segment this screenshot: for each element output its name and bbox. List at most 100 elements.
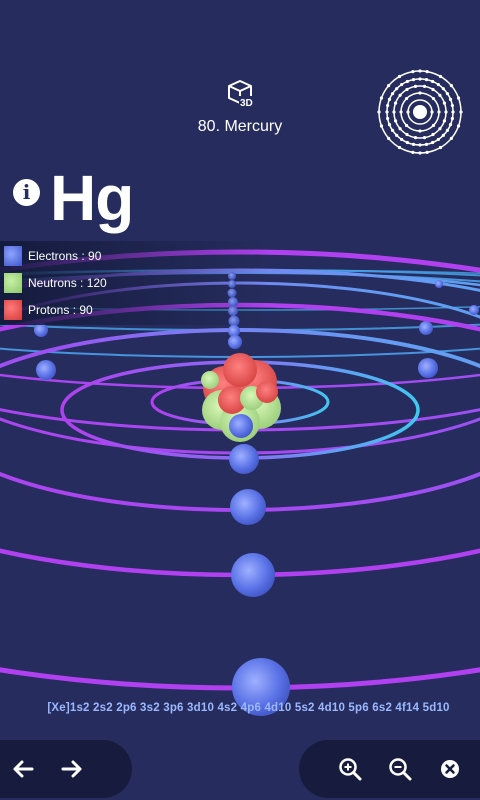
bohr-electron <box>398 93 402 97</box>
bohr-electron <box>404 123 409 128</box>
electron <box>230 489 266 525</box>
zoom-bar <box>299 740 480 798</box>
bohr-electron <box>449 136 454 140</box>
neutron <box>201 371 219 389</box>
bohr-electron <box>386 116 390 121</box>
bohr-electron <box>411 142 416 146</box>
bohr-electron <box>448 97 453 101</box>
particle-legend: Electrons : 90 Neutrons : 120 Protons : … <box>0 241 270 325</box>
info-icon[interactable]: i <box>13 179 40 206</box>
proton <box>218 386 246 414</box>
bohr-electron <box>399 110 403 114</box>
arrow-right-icon[interactable] <box>57 754 87 784</box>
bohr-electron <box>398 127 402 131</box>
bohr-model-icon[interactable] <box>376 68 464 156</box>
bohr-electron <box>387 97 392 101</box>
bohr-electron <box>404 96 409 101</box>
bohr-electron <box>400 82 404 87</box>
legend-neutrons-label: Neutrons : 120 <box>28 276 107 290</box>
bohr-electron <box>392 110 396 114</box>
bohr-electron <box>413 136 418 140</box>
bohr-electron <box>418 77 422 81</box>
bohr-electron <box>411 150 415 154</box>
cube-3d-icon[interactable]: 3D <box>225 78 255 109</box>
close-icon[interactable] <box>435 754 465 784</box>
bohr-electron <box>431 79 435 84</box>
bohr-electron <box>441 133 445 137</box>
bohr-electron <box>424 78 429 82</box>
legend-electrons-label: Electrons : 90 <box>28 249 102 263</box>
bohr-electron <box>456 124 461 128</box>
electron-configuration: [Xe]1s2 2s2 2p6 3s2 3p6 3d10 4s2 4p6 4d1… <box>47 702 450 714</box>
bohr-electron <box>385 110 389 114</box>
bohr-electron <box>418 129 422 133</box>
bohr-electron <box>438 127 442 131</box>
bohr-electron <box>431 123 436 128</box>
bohr-electron <box>438 74 443 79</box>
bohr-electron <box>445 92 450 96</box>
proton <box>256 381 278 403</box>
bohr-electron <box>405 140 409 145</box>
bohr-electron <box>445 128 450 132</box>
bohr-electron <box>438 93 442 97</box>
bohr-electron <box>425 70 429 74</box>
electron <box>419 321 433 335</box>
electron <box>34 323 48 337</box>
bohr-electron <box>390 92 395 96</box>
electron <box>36 360 56 380</box>
bohr-electron <box>405 79 409 84</box>
electron <box>435 280 443 288</box>
bohr-electron <box>405 87 409 92</box>
bohr-electron <box>393 119 398 123</box>
electron <box>469 305 479 315</box>
bohr-electron <box>441 87 445 91</box>
zoom-out-icon[interactable] <box>385 754 415 784</box>
header: 3D 80. Mercury <box>0 78 480 136</box>
bohr-electron <box>418 91 422 95</box>
bohr-electron <box>424 142 429 146</box>
legend-neutrons: Neutrons : 120 <box>4 272 107 294</box>
bohr-electron <box>436 137 440 142</box>
bohr-electron <box>418 151 422 155</box>
bohr-electron <box>431 96 436 101</box>
electron <box>229 444 259 474</box>
bohr-electron <box>400 137 404 142</box>
legend-electrons: Electrons : 90 <box>4 245 101 267</box>
navigation-bar <box>0 740 132 798</box>
bohr-electron <box>386 84 391 88</box>
bohr-electron <box>431 87 435 92</box>
bohr-electron <box>425 150 429 154</box>
bohr-electron <box>450 116 454 121</box>
bohr-electron <box>442 119 447 123</box>
bohr-electron <box>379 124 384 128</box>
bohr-electron <box>431 140 435 145</box>
arrow-left-icon[interactable] <box>8 754 38 784</box>
electrons <box>34 280 479 716</box>
bohr-electron <box>411 70 415 74</box>
bohr-electron <box>377 110 381 114</box>
bohr-electron <box>418 69 422 73</box>
svg-text:3D: 3D <box>240 98 253 108</box>
electron <box>229 414 253 438</box>
electron <box>418 358 438 378</box>
bohr-electron <box>438 145 443 150</box>
electron-swatch <box>4 246 22 266</box>
bohr-electron <box>379 96 384 100</box>
electron <box>231 553 275 597</box>
zoom-in-icon[interactable] <box>335 754 365 784</box>
electron <box>232 658 290 716</box>
bohr-electron <box>387 123 392 127</box>
bohr-electron <box>431 132 435 137</box>
bohr-electron <box>449 84 454 88</box>
proton <box>223 353 257 387</box>
legend-protons: Protons : 90 <box>4 299 93 321</box>
legend-protons-label: Protons : 90 <box>28 303 93 317</box>
bohr-electron <box>422 136 427 140</box>
bohr-electron <box>459 110 463 114</box>
element-title: 80. Mercury <box>197 118 283 135</box>
bohr-electron <box>386 103 390 108</box>
bohr-electron <box>395 87 399 91</box>
bohr-electron <box>395 133 399 137</box>
bohr-electron <box>390 128 395 132</box>
